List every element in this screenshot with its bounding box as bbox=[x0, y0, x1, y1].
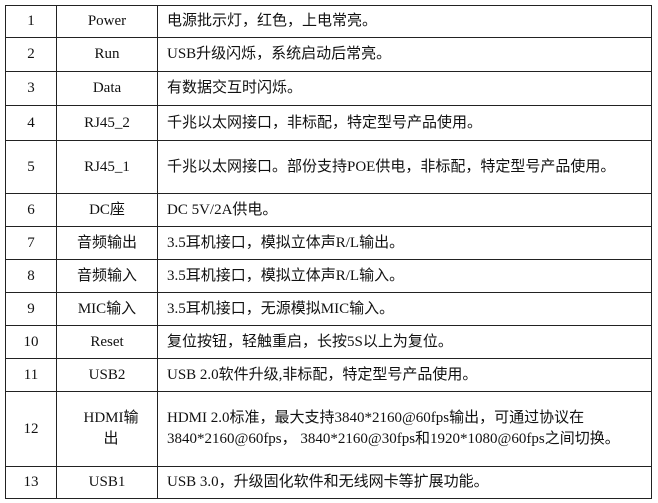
interface-name: HDMI输出 bbox=[56, 391, 158, 467]
interface-description: USB升级闪烁，系统启动后常亮。 bbox=[157, 37, 652, 72]
table-row: 2 Run USB升级闪烁，系统启动后常亮。 bbox=[5, 37, 652, 72]
table-row: 7 音频输出 3.5耳机接口，模拟立体声R/L输出。 bbox=[5, 226, 652, 260]
interface-name: 音频输出 bbox=[56, 226, 158, 260]
table-row: 5 RJ45_1 千兆以太网接口。部份支持POE供电，非标配，特定型号产品使用。 bbox=[5, 140, 652, 194]
interface-name: RJ45_1 bbox=[56, 140, 158, 194]
table-row: 6 DC座 DC 5V/2A供电。 bbox=[5, 193, 652, 227]
table-row: 12 HDMI输出 HDMI 2.0标准，最大支持3840*2160@60fps输出… bbox=[5, 391, 652, 467]
interface-description: 3.5耳机接口，模拟立体声R/L输入。 bbox=[157, 259, 652, 293]
interface-description: USB 2.0软件升级,非标配，特定型号产品使用。 bbox=[157, 358, 652, 392]
table-row: 13 USB1 USB 3.0，升级固化软件和无线网卡等扩展功能。 bbox=[5, 466, 652, 499]
table-row: 3 Data 有数据交互时闪烁。 bbox=[5, 71, 652, 106]
row-number: 4 bbox=[5, 105, 57, 141]
row-number: 1 bbox=[5, 5, 57, 38]
row-number: 3 bbox=[5, 71, 57, 106]
row-number: 6 bbox=[5, 193, 57, 227]
row-number: 13 bbox=[5, 466, 57, 499]
interface-description: 3.5耳机接口，模拟立体声R/L输出。 bbox=[157, 226, 652, 260]
interface-name: MIC输入 bbox=[56, 292, 158, 326]
interface-name: USB1 bbox=[56, 466, 158, 499]
interface-name: RJ45_2 bbox=[56, 105, 158, 141]
table-row: 1 Power 电源批示灯，红色，上电常亮。 bbox=[5, 5, 652, 38]
row-number: 8 bbox=[5, 259, 57, 293]
row-number: 2 bbox=[5, 37, 57, 72]
interface-description: HDMI 2.0标准，最大支持3840*2160@60fps输出，可通过协议在3… bbox=[157, 391, 652, 467]
interface-name: Power bbox=[56, 5, 158, 38]
row-number: 7 bbox=[5, 226, 57, 260]
row-number: 10 bbox=[5, 325, 57, 359]
table-row: 9 MIC输入 3.5耳机接口，无源模拟MIC输入。 bbox=[5, 292, 652, 326]
row-number: 9 bbox=[5, 292, 57, 326]
table-row: 8 音频输入 3.5耳机接口，模拟立体声R/L输入。 bbox=[5, 259, 652, 293]
interface-name: Reset bbox=[56, 325, 158, 359]
interface-name: 音频输入 bbox=[56, 259, 158, 293]
interface-description-table: 1 Power 电源批示灯，红色，上电常亮。 2 Run USB升级闪烁，系统启动后常亮。… bbox=[5, 5, 652, 499]
interface-description: USB 3.0，升级固化软件和无线网卡等扩展功能。 bbox=[157, 466, 652, 499]
row-number: 11 bbox=[5, 358, 57, 392]
interface-description: 3.5耳机接口，无源模拟MIC输入。 bbox=[157, 292, 652, 326]
table-row: 4 RJ45_2 千兆以太网接口，非标配，特定型号产品使用。 bbox=[5, 105, 652, 141]
interface-description: 千兆以太网接口。部份支持POE供电，非标配，特定型号产品使用。 bbox=[157, 140, 652, 194]
interface-name: USB2 bbox=[56, 358, 158, 392]
interface-description: DC 5V/2A供电。 bbox=[157, 193, 652, 227]
interface-description: 有数据交互时闪烁。 bbox=[157, 71, 652, 106]
interface-name: Data bbox=[56, 71, 158, 106]
row-number: 12 bbox=[5, 391, 57, 467]
interface-name: DC座 bbox=[56, 193, 158, 227]
table-row: 10 Reset 复位按钮，轻触重启，长按5S以上为复位。 bbox=[5, 325, 652, 359]
interface-description: 复位按钮，轻触重启，长按5S以上为复位。 bbox=[157, 325, 652, 359]
table-row: 11 USB2 USB 2.0软件升级,非标配，特定型号产品使用。 bbox=[5, 358, 652, 392]
interface-description: 千兆以太网接口，非标配，特定型号产品使用。 bbox=[157, 105, 652, 141]
row-number: 5 bbox=[5, 140, 57, 194]
interface-description: 电源批示灯，红色，上电常亮。 bbox=[157, 5, 652, 38]
interface-name: Run bbox=[56, 37, 158, 72]
